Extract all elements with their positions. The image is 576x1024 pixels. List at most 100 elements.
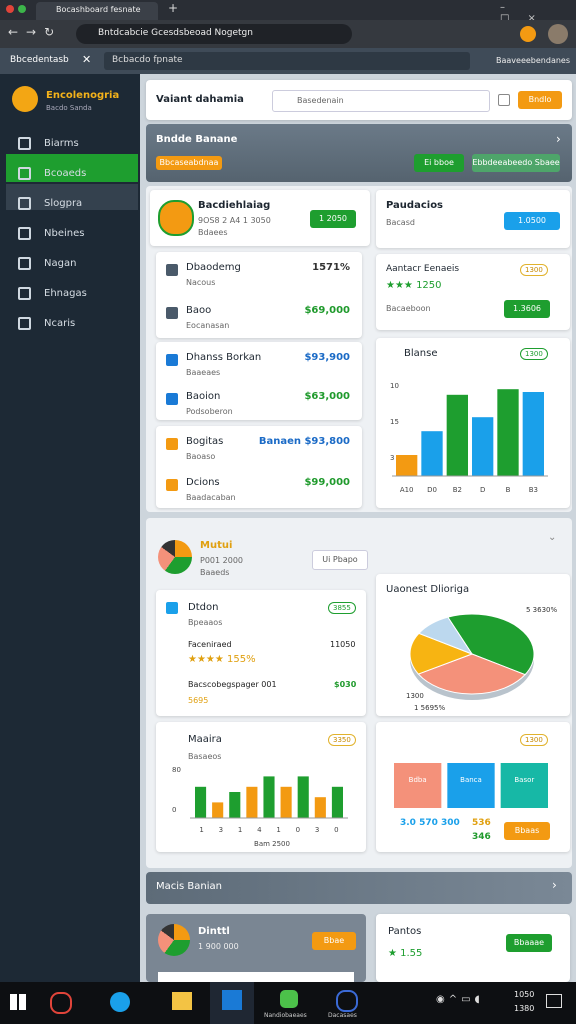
bar-chart: Bdba Banca Basor [394,763,548,808]
x-label: 1 [276,826,280,834]
chart-card: Blanse 1300 10 15 3 A10 D0 B2 D B B3 [376,338,570,508]
chevron[interactable]: › [552,878,557,892]
menu-icon [18,197,31,210]
search-placeholder: Basedenain [297,96,344,105]
menu-item[interactable]: Nagan [44,258,77,269]
bar [497,389,519,476]
x-label: 3 [315,826,319,834]
app[interactable] [172,992,192,1010]
x-label: 1 [199,826,203,834]
pie-chart: 5 3630% 1300 1 5695% [406,606,557,712]
subtitle: Nacous [186,278,216,287]
icon [166,438,178,450]
active-app[interactable] [210,982,254,1024]
bottom-card: Dinttl 1 900 000 Bbae [146,914,366,982]
tab-bar: Bocashboard fesnate + –□× [0,0,576,24]
bookmark-field[interactable]: Bcbacdo fpnate [104,52,470,70]
bar [280,786,292,818]
button[interactable]: Bbaas [504,822,550,840]
menu-icon [18,287,31,300]
y-label: 0 [172,806,176,814]
button[interactable]: Ebbdeeabeedo Sbaee [472,154,560,172]
strip [158,972,354,982]
avatar[interactable] [548,24,568,44]
detail: 1 900 000 [198,942,239,951]
pie-label: 1 5695% [414,704,445,712]
value: 536 [472,818,491,828]
menu-item[interactable]: Nbeines [44,228,85,239]
label: Faceniraed [188,640,232,649]
menu-icon [18,137,31,150]
tab[interactable]: Bocashboard fesnate [36,2,158,20]
app[interactable] [280,990,298,1008]
menu-icon [18,257,31,270]
logo [12,86,38,112]
bar [446,394,468,476]
pie-slice [409,632,474,675]
chart-card: 1300 Bdba Banca Basor 3.0 570 300 536 346 … [376,722,570,852]
bar-label: Basor [514,776,534,784]
title: Aantacr Eenaeis [386,264,460,274]
profile-card: Bacdiehlaiag 9OS8 2 A4 1 3050 Bdaees 1 2… [150,190,370,246]
close[interactable]: ✕ [82,53,92,66]
notifications[interactable] [546,994,562,1008]
dot [18,5,26,13]
title: Baoo [186,305,212,316]
bar-chart: 80 0 1 3 1 4 1 0 3 0 Bam 2500 [172,766,348,848]
caption: Bam 2500 [254,840,290,848]
bottom-card: Pantos ★ 1.55 Bbaaae [376,914,570,982]
tray[interactable]: ◉^▭◖ [436,994,484,1005]
menu-item[interactable]: Ncaris [44,318,76,329]
menu-item[interactable]: Biarms [44,138,79,149]
chevron[interactable]: › [556,132,561,146]
value: 11050 [330,640,356,649]
pie-slice [418,616,474,656]
pie-label: 5 3630% [526,606,557,614]
window-controls[interactable]: –□× [500,2,554,24]
checkbox[interactable] [498,94,510,106]
title: Dcions [186,477,220,488]
subtitle: Podsoberon [186,407,233,416]
bookmark[interactable]: Bbcedentasb [10,55,69,65]
app[interactable] [110,992,130,1012]
button[interactable]: Bbae [312,932,356,950]
value: 346 [472,832,491,842]
subtitle: Eocanasan [186,321,230,330]
value: 3.0 570 300 [400,818,460,828]
menu-item[interactable]: Bcoaeds [44,168,87,179]
search[interactable]: Basedenain [272,90,490,112]
subtitle: Bpeaaos [188,618,223,627]
list-card: Dbaodemg 1571% Nacous Baoo $69,000 Eocanasan [156,252,362,338]
extension[interactable] [520,26,536,42]
button[interactable]: Ei bboe [414,154,464,172]
x-label: B3 [529,486,538,494]
button[interactable]: Bndlo [518,91,562,109]
button[interactable]: 1.3606 [504,300,550,318]
app[interactable] [50,992,72,1014]
bookmark[interactable]: Baaveeebendanes [496,56,571,65]
button[interactable]: Bbaaae [506,934,552,952]
value: 1571% [312,262,350,273]
menu-item[interactable]: Ehnagas [44,288,87,299]
new-tab[interactable]: + [168,1,179,15]
label: Bacscobegspager 001 [188,680,277,689]
bar [447,763,495,808]
address-row: ←→↻ Bntdcabcie Gcesdsbeoad Nogetgn [0,20,576,48]
dot [6,5,14,13]
nav-buttons[interactable]: ←→↻ [8,25,63,39]
start[interactable] [10,994,26,1010]
badge: 1300 [520,264,548,276]
subtitle: Bdaees [198,228,228,237]
button[interactable]: Ui Pbapo [312,550,368,570]
button[interactable]: 1 2050 [310,210,356,228]
title: Uaonest Dlioriga [386,584,470,595]
url-bar[interactable]: Bntdcabcie Gcesdsbeoad Nogetgn [76,24,352,44]
chevron[interactable]: ⌄ [548,532,557,543]
app[interactable] [336,990,358,1012]
pill[interactable]: Bbcaseabdnaa [156,156,222,170]
menu-item[interactable]: Slogpra [44,198,83,209]
tab-title: Bocashboard fesnate [56,5,141,14]
bar [396,455,418,476]
button[interactable]: 1.0500 [504,212,560,230]
bar [421,431,443,476]
